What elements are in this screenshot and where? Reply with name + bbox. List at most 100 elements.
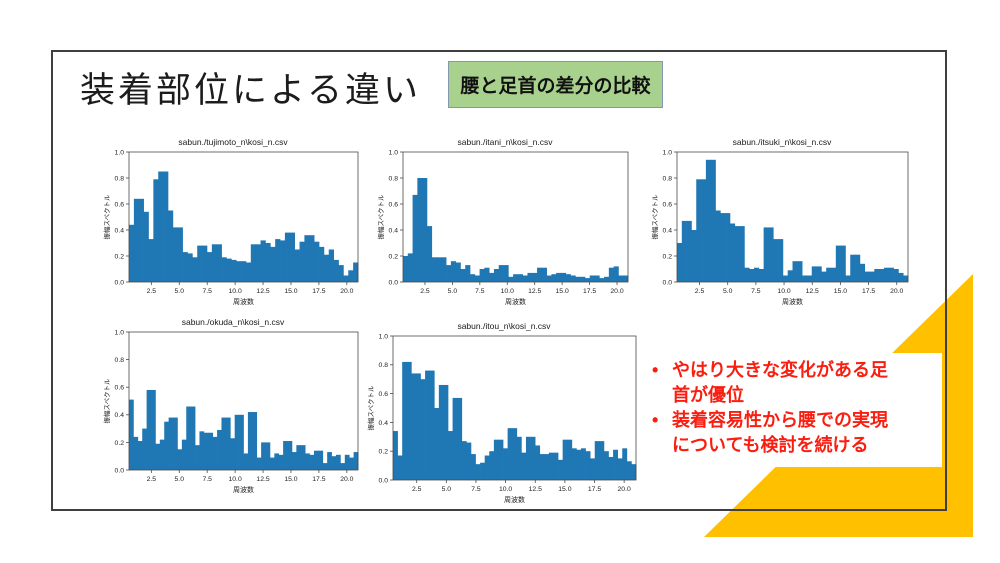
chart-plot: 0.0 0.2 0.4 0.6 0.8 1.0 2.5 5.0 7.5 10.0 12.5 15.0 1… xyxy=(102,328,364,494)
svg-text:0.8: 0.8 xyxy=(663,175,673,182)
chart-itani: sabun./itani_n\kosi_n.csv 0.0 0.2 0.4 0.6 0.… xyxy=(376,136,634,306)
svg-text:2.5: 2.5 xyxy=(695,288,705,295)
svg-text:0.2: 0.2 xyxy=(389,253,399,260)
chart-plot: 0.0 0.2 0.4 0.6 0.8 1.0 2.5 5.0 7.5 10.0 12.5 15.0 1… xyxy=(650,148,914,306)
svg-text:7.5: 7.5 xyxy=(475,288,485,295)
svg-text:周波数: 周波数 xyxy=(504,495,525,504)
svg-text:1.0: 1.0 xyxy=(379,333,389,340)
svg-text:12.5: 12.5 xyxy=(256,288,269,295)
chart-plot: 0.0 0.2 0.4 0.6 0.8 1.0 2.5 5.0 7.5 10.0 12.5 15.0 1… xyxy=(366,332,642,504)
conclusion-notes: やはり大きな変化がある足首が優位 装着容易性から腰での実現についても検討を続ける xyxy=(646,358,922,458)
svg-text:0.0: 0.0 xyxy=(389,279,399,286)
svg-text:0.0: 0.0 xyxy=(379,477,389,484)
svg-text:0.4: 0.4 xyxy=(663,227,673,234)
svg-text:振幅スペクトル: 振幅スペクトル xyxy=(650,194,659,240)
svg-text:1.0: 1.0 xyxy=(663,149,673,156)
svg-text:7.5: 7.5 xyxy=(202,476,212,483)
chart-plot: 0.0 0.2 0.4 0.6 0.8 1.0 2.5 5.0 7.5 10.0 12.5 15.0 1… xyxy=(376,148,634,306)
svg-text:12.5: 12.5 xyxy=(528,288,541,295)
svg-text:20.0: 20.0 xyxy=(340,288,353,295)
svg-text:10.0: 10.0 xyxy=(229,476,242,483)
chart-plot: 0.0 0.2 0.4 0.6 0.8 1.0 2.5 5.0 7.5 10.0 12.5 15.0 1… xyxy=(102,148,364,306)
svg-text:12.5: 12.5 xyxy=(529,486,542,493)
svg-text:1.0: 1.0 xyxy=(115,329,125,336)
svg-text:1.0: 1.0 xyxy=(115,149,125,156)
svg-text:周波数: 周波数 xyxy=(782,297,803,306)
svg-text:0.6: 0.6 xyxy=(115,385,125,392)
svg-text:2.5: 2.5 xyxy=(147,288,157,295)
svg-text:5.0: 5.0 xyxy=(442,486,452,493)
svg-text:15.0: 15.0 xyxy=(556,288,569,295)
svg-text:20.0: 20.0 xyxy=(618,486,631,493)
svg-text:12.5: 12.5 xyxy=(806,288,819,295)
svg-text:振幅スペクトル: 振幅スペクトル xyxy=(102,194,111,240)
chart-itsuki: sabun./itsuki_n\kosi_n.csv 0.0 0.2 0.4 0.6 0… xyxy=(650,136,914,306)
svg-text:10.0: 10.0 xyxy=(501,288,514,295)
svg-text:17.5: 17.5 xyxy=(862,288,875,295)
svg-text:1.0: 1.0 xyxy=(389,149,399,156)
svg-text:0.6: 0.6 xyxy=(663,201,673,208)
svg-text:振幅スペクトル: 振幅スペクトル xyxy=(366,385,375,431)
svg-text:周波数: 周波数 xyxy=(233,485,254,494)
svg-text:10.0: 10.0 xyxy=(229,288,242,295)
comparison-tag-label: 腰と足首の差分の比較 xyxy=(460,76,651,97)
chart-title: sabun./okuda_n\kosi_n.csv xyxy=(181,317,285,327)
svg-text:振幅スペクトル: 振幅スペクトル xyxy=(102,378,111,424)
svg-text:17.5: 17.5 xyxy=(583,288,596,295)
svg-text:15.0: 15.0 xyxy=(558,486,571,493)
chart-title: sabun./itou_n\kosi_n.csv xyxy=(457,321,551,331)
svg-text:0.0: 0.0 xyxy=(115,279,125,286)
svg-text:17.5: 17.5 xyxy=(312,476,325,483)
svg-text:0.2: 0.2 xyxy=(379,449,389,456)
svg-text:5.0: 5.0 xyxy=(175,476,185,483)
svg-text:17.5: 17.5 xyxy=(588,486,601,493)
chart-title: sabun./itani_n\kosi_n.csv xyxy=(457,137,553,147)
svg-text:5.0: 5.0 xyxy=(723,288,733,295)
svg-text:7.5: 7.5 xyxy=(751,288,761,295)
svg-text:0.2: 0.2 xyxy=(115,440,125,447)
svg-text:5.0: 5.0 xyxy=(175,288,185,295)
chart-itou: sabun./itou_n\kosi_n.csv 0.0 0.2 0.4 0.6 0.8… xyxy=(366,320,642,504)
comparison-tag: 腰と足首の差分の比較 xyxy=(448,61,663,108)
svg-text:0.8: 0.8 xyxy=(379,362,389,369)
svg-text:0.0: 0.0 xyxy=(663,279,673,286)
svg-text:10.0: 10.0 xyxy=(777,288,790,295)
svg-text:2.5: 2.5 xyxy=(412,486,422,493)
svg-text:0.4: 0.4 xyxy=(115,227,125,234)
svg-text:0.0: 0.0 xyxy=(115,467,125,474)
svg-text:0.6: 0.6 xyxy=(379,391,389,398)
chart-okuda: sabun./okuda_n\kosi_n.csv 0.0 0.2 0.4 0.6 0.… xyxy=(102,316,364,494)
svg-text:20.0: 20.0 xyxy=(340,476,353,483)
svg-text:0.2: 0.2 xyxy=(115,253,125,260)
svg-text:周波数: 周波数 xyxy=(233,297,254,306)
svg-text:15.0: 15.0 xyxy=(284,476,297,483)
svg-text:0.8: 0.8 xyxy=(389,175,399,182)
svg-text:12.5: 12.5 xyxy=(256,476,269,483)
bullet-item: 装着容易性から腰での実現についても検討を続ける xyxy=(646,408,904,458)
svg-text:7.5: 7.5 xyxy=(471,486,481,493)
svg-text:0.4: 0.4 xyxy=(379,420,389,427)
svg-text:15.0: 15.0 xyxy=(834,288,847,295)
svg-text:15.0: 15.0 xyxy=(284,288,297,295)
svg-text:2.5: 2.5 xyxy=(420,288,430,295)
chart-title: sabun./itsuki_n\kosi_n.csv xyxy=(732,137,832,147)
svg-text:7.5: 7.5 xyxy=(202,288,212,295)
slide-title: 装着部位による違い xyxy=(80,71,421,110)
svg-text:20.0: 20.0 xyxy=(890,288,903,295)
svg-text:10.0: 10.0 xyxy=(499,486,512,493)
svg-text:0.2: 0.2 xyxy=(663,253,673,260)
svg-text:2.5: 2.5 xyxy=(147,476,157,483)
svg-text:0.6: 0.6 xyxy=(389,201,399,208)
svg-text:0.6: 0.6 xyxy=(115,201,125,208)
svg-text:20.0: 20.0 xyxy=(610,288,623,295)
bullet-item: やはり大きな変化がある足首が優位 xyxy=(646,358,904,408)
svg-text:振幅スペクトル: 振幅スペクトル xyxy=(376,194,385,240)
svg-text:0.4: 0.4 xyxy=(389,227,399,234)
svg-text:0.8: 0.8 xyxy=(115,357,125,364)
chart-tujimoto: sabun./tujimoto_n\kosi_n.csv 0.0 0.2 0.4 0.… xyxy=(102,136,364,306)
svg-text:周波数: 周波数 xyxy=(505,297,526,306)
svg-text:0.4: 0.4 xyxy=(115,412,125,419)
svg-text:17.5: 17.5 xyxy=(312,288,325,295)
svg-text:0.8: 0.8 xyxy=(115,175,125,182)
